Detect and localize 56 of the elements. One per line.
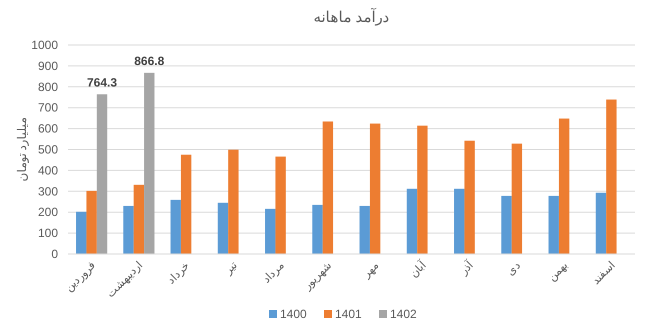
y-axis-title: میلیارد تومان	[15, 117, 29, 182]
bar	[406, 188, 418, 254]
bar	[96, 94, 108, 254]
x-tick-label: خرداد	[165, 260, 192, 287]
bar	[322, 121, 334, 254]
y-tick-label: 800	[38, 80, 58, 94]
y-tick-label: 200	[38, 205, 58, 220]
bar	[76, 212, 86, 254]
x-tick-label: شهریور	[300, 260, 334, 293]
legend-label: 1402	[390, 307, 418, 321]
legend-label: 1400	[280, 307, 308, 321]
bar	[170, 200, 181, 254]
y-tick-label: 0	[51, 247, 58, 261]
y-tick-label: 400	[38, 163, 58, 178]
bar	[548, 196, 559, 254]
x-tick-label: مهر	[360, 260, 382, 281]
y-tick-label: 500	[38, 142, 58, 156]
bar	[218, 202, 228, 254]
x-tick-label: مرداد	[260, 260, 287, 286]
bar	[454, 188, 464, 254]
bar	[558, 118, 570, 254]
bar	[228, 150, 239, 254]
y-tick-label: 700	[38, 100, 58, 115]
bar	[134, 184, 144, 254]
bar	[180, 154, 192, 254]
x-tick-label: فروردین	[63, 260, 98, 294]
bar	[417, 126, 428, 254]
data-label: 866.8	[134, 54, 165, 68]
x-tick-label: تیر	[222, 260, 240, 278]
x-tick-label: اردیبهشت	[104, 260, 145, 300]
x-tick-label: آذر	[456, 258, 476, 278]
x-tick-label: بهمن	[546, 260, 570, 284]
bar	[596, 192, 606, 254]
bar	[606, 100, 617, 254]
bar	[512, 144, 522, 254]
bar	[370, 124, 380, 254]
title: درآمد ماهانه	[313, 9, 390, 26]
y-tick-label: 100	[38, 226, 58, 240]
data-label: 764.3	[87, 75, 118, 90]
bar	[275, 156, 286, 254]
bar	[312, 204, 323, 254]
x-tick-label: دی	[504, 260, 523, 278]
y-tick-label: 600	[38, 122, 58, 136]
legend-label: 1401	[335, 307, 362, 321]
bar	[144, 72, 154, 254]
x-tick-label: آبان	[407, 258, 430, 280]
y-tick-label: 300	[38, 184, 58, 198]
x-tick-label: اسفند	[590, 260, 618, 288]
bar	[123, 206, 134, 254]
bar	[464, 140, 475, 254]
y-tick-label: 1000	[31, 38, 58, 52]
bar	[86, 190, 97, 254]
bar	[360, 206, 370, 254]
y-tick-label: 900	[38, 58, 58, 73]
bar	[265, 208, 276, 254]
bar	[501, 196, 512, 254]
